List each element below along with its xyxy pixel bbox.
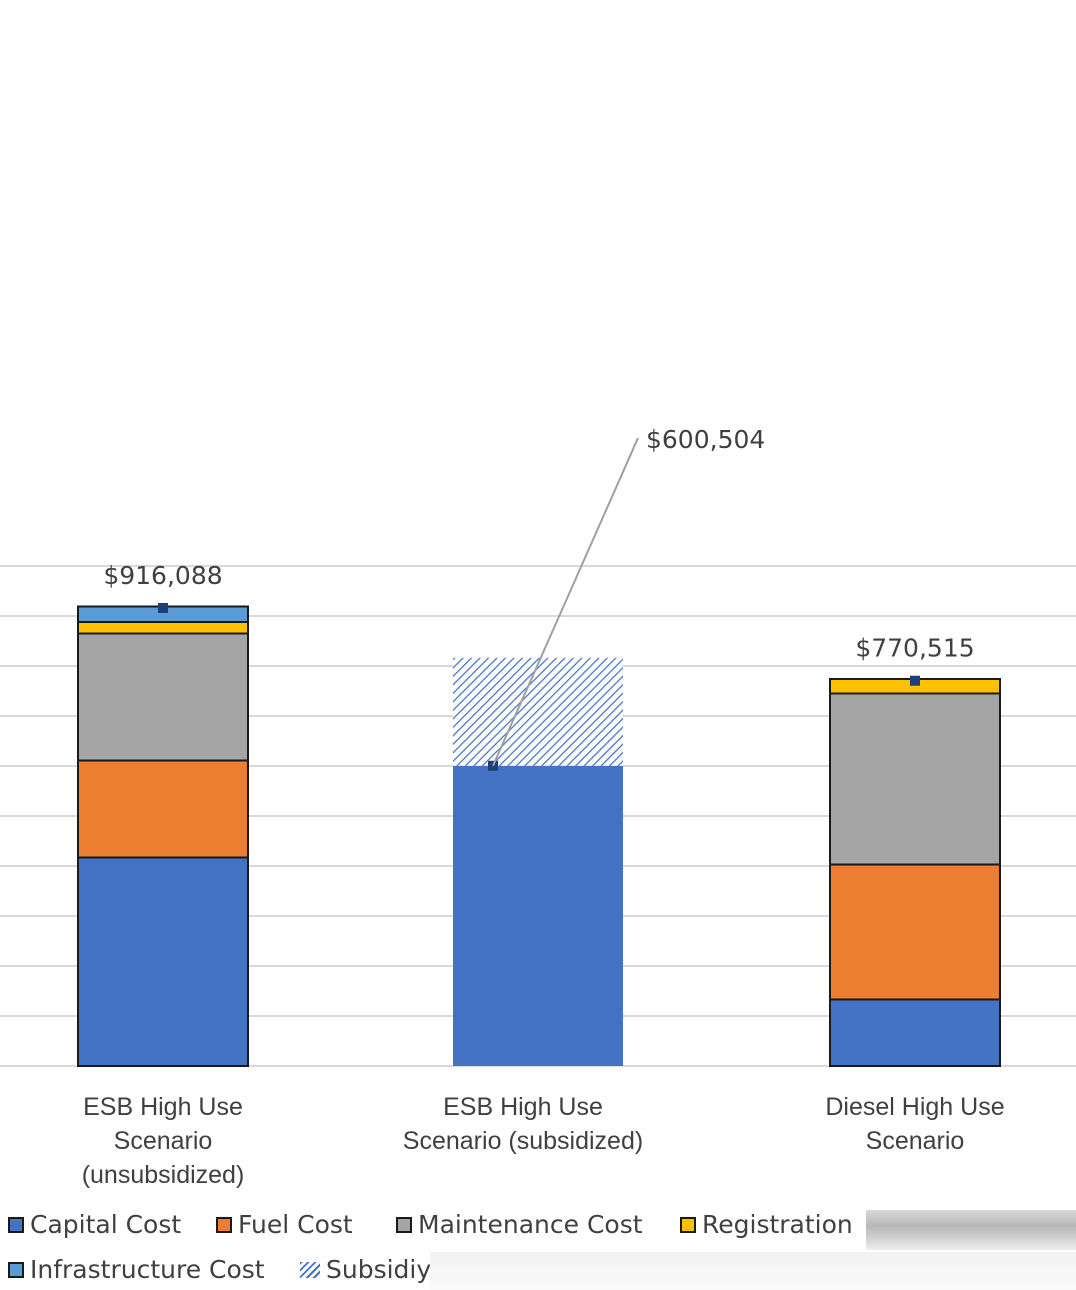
total-data-label: $770,515 (855, 634, 974, 663)
total-data-label: $600,504 (646, 425, 765, 454)
legend-item-infrastructure-cost: Infrastructure Cost (8, 1255, 265, 1284)
total-data-label: $916,088 (103, 561, 222, 590)
legend-item-capital-cost: Capital Cost (8, 1210, 181, 1239)
total-marker (158, 602, 168, 613)
legend-swatch (8, 1216, 24, 1233)
bar-segment-fuel-cost (829, 863, 1001, 1001)
legend-label: Capital Cost (30, 1210, 182, 1239)
legend-label: Subsidiy (326, 1255, 432, 1284)
legend-item-fuel-cost: Fuel Cost (216, 1210, 353, 1239)
legend-item-registration: Registration (680, 1210, 853, 1239)
legend-swatch (8, 1261, 24, 1278)
bar-segment-subsidiy (453, 657, 623, 766)
legend-label: Infrastructure Cost (30, 1255, 265, 1284)
x-axis-category-label: ESB High Use Scenario (subsidized) (402, 1093, 644, 1155)
bar-segment-capital-cost (829, 998, 1001, 1067)
bar-segment-capital-cost (77, 856, 249, 1067)
bar-segment-fuel-cost (77, 759, 249, 859)
data-label-leader-line (492, 437, 639, 767)
x-axis-category-label: Diesel High Use Scenario (825, 1093, 1005, 1155)
legend-item-maintenance-cost: Maintenance Cost (396, 1210, 643, 1239)
stacked-bar-chart: $916,088 $600,504 $770,515 (0, 425, 1076, 1067)
legend-swatch (216, 1216, 232, 1233)
legend: Capital Cost Fuel Cost Maintenance Cost Reg… (0, 1200, 1076, 1290)
legend-label: Registration (702, 1210, 853, 1239)
blurred-region-lower (430, 1252, 1076, 1290)
legend-swatch (680, 1216, 696, 1233)
bar-segment-maintenance-cost (77, 632, 249, 762)
legend-label: Maintenance Cost (418, 1210, 643, 1239)
legend-swatch (300, 1261, 320, 1278)
bar-segment-maintenance-cost (829, 692, 1001, 866)
bar-segment-capital-cost (453, 765, 623, 1066)
bar-segment-registration (77, 621, 249, 635)
x-axis-category-label: ESB High Use Scenario (unsubsidized) (81, 1093, 245, 1189)
blurred-region (866, 1210, 1076, 1250)
legend-item-subsidiy: Subsidiy (300, 1255, 431, 1284)
total-marker (910, 675, 920, 686)
legend-label: Fuel Cost (238, 1210, 353, 1239)
legend-swatch (396, 1216, 412, 1233)
